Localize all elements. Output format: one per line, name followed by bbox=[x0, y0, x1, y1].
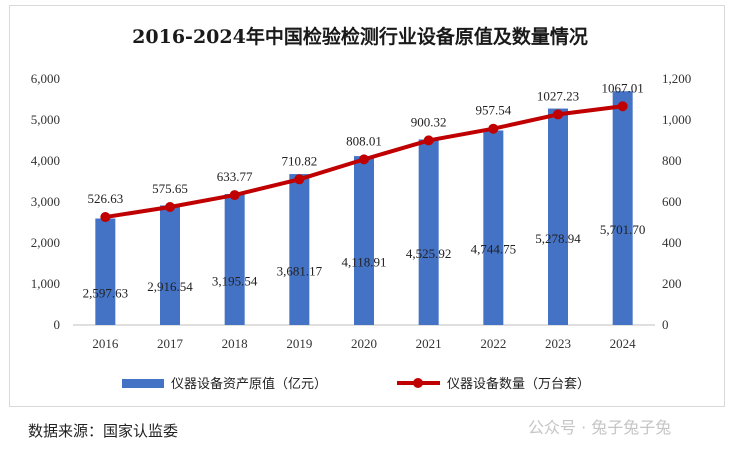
line-data-label: 957.54 bbox=[475, 103, 511, 118]
line-data-label: 1027.23 bbox=[537, 88, 579, 103]
line-data-label: 808.01 bbox=[346, 133, 382, 148]
y-left-tick-label: 1,000 bbox=[31, 276, 60, 291]
line-point bbox=[359, 154, 369, 165]
line-data-label: 526.63 bbox=[87, 191, 123, 206]
bar bbox=[354, 156, 374, 325]
chart-frame: 2016-2024年中国检验检测行业设备原值及数量情况 0 1,000 2,000 3… bbox=[9, 5, 725, 407]
y-right-tick-label: 600 bbox=[662, 194, 682, 209]
source-note: 数据来源：国家认监委 bbox=[28, 422, 179, 440]
line-data-label: 575.65 bbox=[152, 181, 188, 196]
y-left-tick-label: 0 bbox=[54, 317, 61, 332]
combo-chart: 2016-2024年中国检验检测行业设备原值及数量情况 0 1,000 2,000 3… bbox=[31, 25, 692, 392]
y-right-tick-label: 800 bbox=[662, 153, 682, 168]
line-series bbox=[100, 101, 628, 223]
legend-swatch-bar bbox=[122, 379, 164, 388]
legend-swatch-marker bbox=[413, 378, 423, 388]
bar-data-label: 4,118.91 bbox=[341, 255, 386, 270]
line-data-label: 710.82 bbox=[281, 153, 317, 168]
chart-title: 2016-2024年中国检验检测行业设备原值及数量情况 bbox=[132, 25, 588, 48]
bar-data-label: 5,278.94 bbox=[535, 231, 581, 246]
bar bbox=[224, 193, 245, 325]
line-point bbox=[617, 101, 628, 112]
y-right-tick-label: 1,000 bbox=[662, 112, 691, 127]
x-tick-label: 2018 bbox=[222, 336, 248, 351]
line-point bbox=[423, 135, 434, 146]
y-left-tick-label: 6,000 bbox=[31, 71, 60, 86]
legend-label-bar: 仪器设备资产原值（亿元） bbox=[171, 376, 327, 392]
line-data-label: 633.77 bbox=[217, 169, 253, 184]
y-right-tick-label: 400 bbox=[662, 235, 682, 250]
line-point bbox=[294, 174, 305, 185]
data-labels: 2,597.63 2,916.54 3,195.54 3,681.17 4,118.91… bbox=[83, 80, 646, 300]
bar bbox=[289, 174, 310, 325]
x-tick-label: 2019 bbox=[286, 336, 312, 351]
x-tick-label: 2022 bbox=[480, 336, 506, 351]
bar bbox=[418, 139, 439, 325]
bar-data-label: 3,681.17 bbox=[277, 264, 323, 279]
y-right-tick-label: 1,200 bbox=[662, 71, 691, 86]
line-point bbox=[165, 201, 175, 212]
legend: 仪器设备资产原值（亿元） 仪器设备数量（万台套） bbox=[122, 376, 590, 392]
line-point bbox=[553, 109, 563, 120]
bar bbox=[95, 218, 116, 325]
bar bbox=[160, 205, 180, 325]
y-right-tick-label: 0 bbox=[662, 317, 669, 332]
bars bbox=[95, 91, 633, 325]
legend-label-line: 仪器设备数量（万台套） bbox=[447, 376, 590, 392]
y-left-tick-label: 3,000 bbox=[31, 194, 60, 209]
y-left-tick-label: 2,000 bbox=[31, 235, 60, 250]
x-tick-label: 2023 bbox=[545, 336, 571, 351]
y-left-tick-label: 4,000 bbox=[31, 153, 60, 168]
bar-data-label: 3,195.54 bbox=[212, 273, 258, 288]
axes: 0 1,000 2,000 3,000 4,000 5,000 6,000 0 200 400 60… bbox=[31, 71, 692, 351]
line-data-label: 1067.01 bbox=[602, 80, 644, 95]
x-tick-label: 2017 bbox=[157, 336, 184, 351]
bar-data-label: 2,597.63 bbox=[83, 286, 129, 301]
bar-data-label: 2,916.54 bbox=[147, 279, 193, 294]
line-point bbox=[100, 212, 111, 223]
bar-data-label: 4,744.75 bbox=[471, 242, 517, 257]
x-tick-label: 2024 bbox=[610, 336, 637, 351]
bar bbox=[548, 108, 568, 325]
y-right-tick-label: 200 bbox=[662, 276, 682, 291]
x-tick-label: 2020 bbox=[351, 336, 377, 351]
line-point bbox=[488, 123, 499, 134]
line-data-label: 900.32 bbox=[411, 114, 447, 129]
bar-data-label: 4,525.92 bbox=[406, 246, 452, 261]
x-tick-label: 2021 bbox=[416, 336, 442, 351]
bar-data-label: 5,701.70 bbox=[600, 222, 646, 237]
bar bbox=[483, 130, 504, 325]
line-point bbox=[229, 190, 240, 201]
x-tick-label: 2016 bbox=[92, 336, 119, 351]
bar bbox=[612, 91, 633, 325]
watermark-text: 公众号 · 兔子兔子兔 bbox=[528, 418, 672, 437]
y-left-tick-label: 5,000 bbox=[31, 112, 60, 127]
